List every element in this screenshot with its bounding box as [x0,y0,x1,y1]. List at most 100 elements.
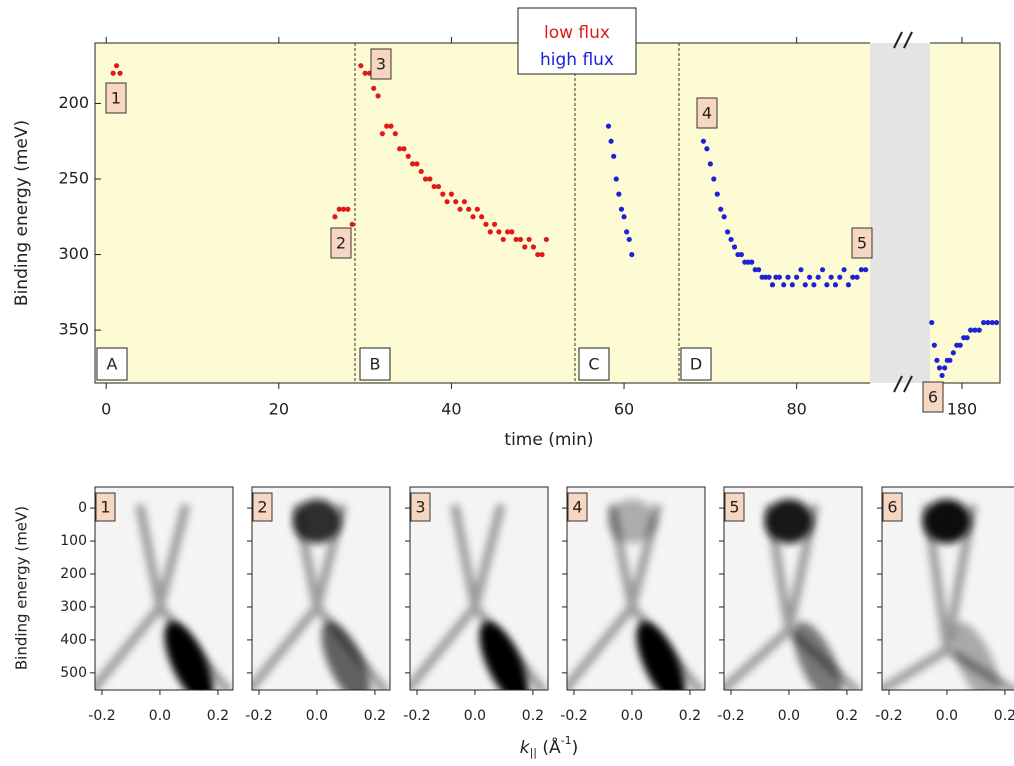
data-point [738,251,745,258]
data-point [543,236,549,243]
data-point [526,236,532,243]
spectrum-image [410,487,548,690]
y-axis-title: Binding energy (meV) [12,120,32,306]
data-point [336,206,342,212]
data-point [850,274,856,280]
data-point [725,229,731,235]
annotation: 1 [111,89,121,108]
x-axis-title: time (min) [504,430,593,450]
data-point [401,146,407,152]
panel-frame [881,486,1014,691]
x-tick-label: -0.2 [560,708,587,724]
x-tick-label: 0 [101,400,111,419]
axis-break [870,43,930,383]
data-point [989,319,995,326]
y-tick-label: 250 [58,169,89,188]
data-point [972,327,978,333]
data-point [789,282,795,288]
panel-frame [251,486,391,691]
data-point [629,251,635,258]
data-point [435,183,442,190]
x-label-part: (Å [537,736,561,758]
axis-frame [94,42,1001,384]
break-mark [903,31,913,49]
plot-background [95,43,870,383]
band-top [922,499,971,544]
break-mark [903,375,913,393]
data-point [929,319,935,326]
data-point [379,131,385,137]
data-point [110,70,116,76]
annotation: 2 [336,234,346,253]
data-point [931,342,937,348]
data-point [332,214,338,220]
data-point [613,176,619,182]
data-point [798,267,804,273]
data-point [785,274,791,280]
x-tick-label: 0.2 [522,708,544,724]
y-tick-label: 200 [60,566,87,582]
data-point [815,274,821,280]
band-blob [164,621,214,690]
data-point [539,251,545,258]
data-point [500,236,506,243]
region-label-box [96,347,128,381]
panel-label-box [567,492,588,522]
data-point [431,183,437,190]
data-point [841,267,847,273]
data-point [453,199,459,205]
data-point [608,138,614,144]
data-point [605,123,612,129]
x-tick-label: 0.2 [836,708,858,724]
data-point [749,259,755,265]
data-point [802,282,808,288]
data-point [409,161,416,167]
panel-label: 5 [729,498,739,517]
data-point [858,267,864,273]
x-tick-label: -0.2 [245,708,272,724]
data-point [117,70,123,76]
x-tick-label: 0.0 [306,708,328,724]
panel-frame [566,486,706,691]
band-top [764,499,813,544]
spectrum-image [724,487,862,690]
x-tick-label: -0.2 [403,708,430,724]
data-point [824,282,830,288]
data-point [980,319,987,326]
spectrum-image [882,487,1014,690]
data-point [384,123,390,129]
data-point [936,365,943,371]
data-point [362,70,368,76]
annotation: 4 [702,104,712,123]
data-point [535,251,541,258]
data-point [721,214,727,220]
data-point [496,229,502,235]
data-point [776,274,782,280]
y-tick-label: 300 [60,599,87,615]
x-tick-label: 180 [947,400,978,419]
region-label-box [578,347,610,381]
data-point [828,274,834,280]
data-point [731,244,738,250]
panel-label-box [95,492,116,522]
y-tick-label: 500 [60,665,87,681]
data-point [714,191,720,197]
x-label-part: -1 [561,734,572,747]
data-point [718,206,724,212]
data-point [624,229,630,235]
data-point [461,199,467,205]
region-label: C [588,355,599,374]
x-tick-label: 0.0 [149,708,171,724]
data-point [427,176,433,182]
annotation: 6 [928,388,938,407]
band-blob [479,621,529,690]
panel-label: 3 [415,498,425,517]
data-point [392,131,398,137]
annotation-box [105,82,127,114]
data-point [405,153,411,159]
data-point [113,63,120,69]
data-point [522,244,528,250]
y-tick-label: 400 [60,632,87,648]
data-point [781,282,787,288]
